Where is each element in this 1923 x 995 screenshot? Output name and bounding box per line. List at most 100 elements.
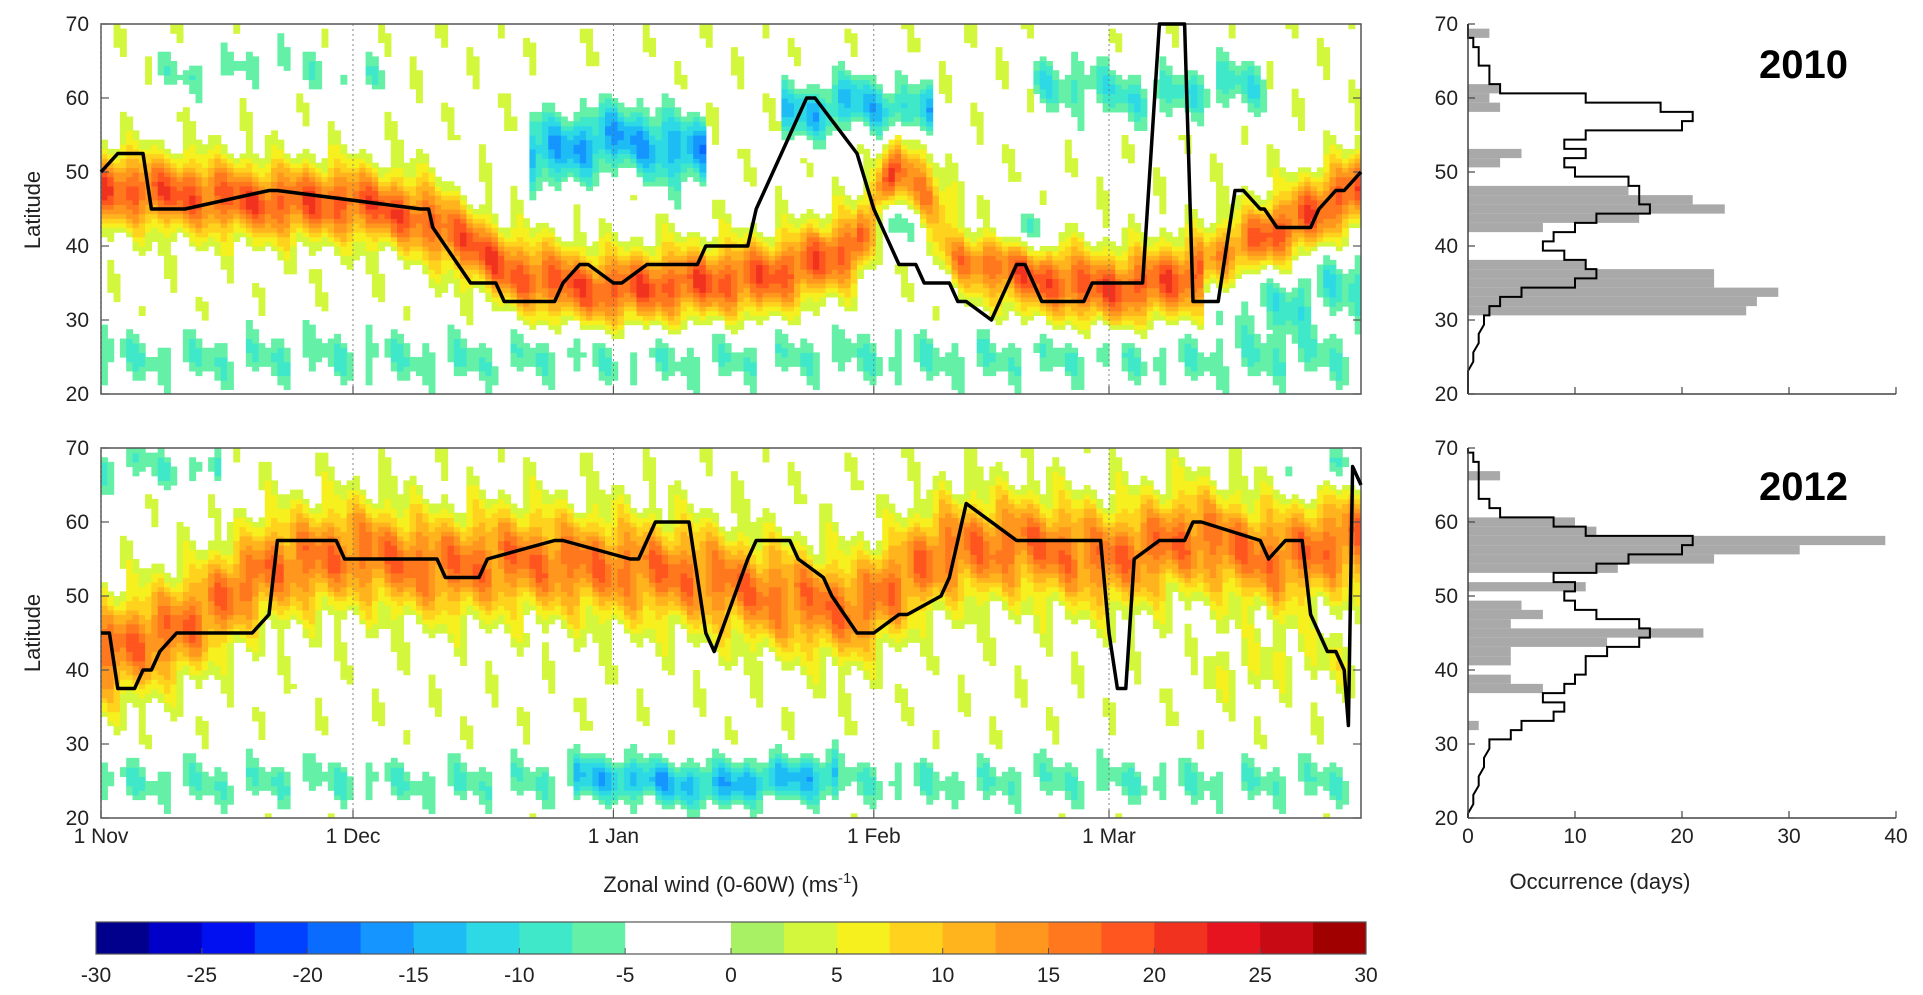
field-cell bbox=[132, 172, 140, 178]
field-cell bbox=[712, 111, 719, 118]
field-cell bbox=[674, 255, 682, 261]
field-cell bbox=[611, 111, 619, 118]
field-cell bbox=[794, 287, 801, 293]
field-cell bbox=[516, 278, 524, 284]
field-cell bbox=[668, 176, 675, 182]
field-cell bbox=[485, 292, 493, 298]
field-cell bbox=[340, 236, 348, 242]
field-cell bbox=[812, 370, 820, 377]
field-cell bbox=[271, 144, 278, 150]
field-cell bbox=[712, 264, 719, 270]
field-cell bbox=[642, 259, 650, 266]
field-cell bbox=[145, 144, 152, 150]
field-cell bbox=[434, 255, 442, 261]
field-cell bbox=[693, 380, 701, 386]
field-cell bbox=[119, 47, 127, 53]
field-cell bbox=[428, 384, 436, 390]
field-cell bbox=[334, 144, 341, 150]
field-cell bbox=[315, 84, 323, 90]
field-cell bbox=[598, 287, 606, 293]
field-cell bbox=[441, 213, 449, 219]
field-cell bbox=[812, 107, 820, 113]
field-cell bbox=[617, 158, 625, 164]
field-cell bbox=[756, 241, 764, 247]
field-cell bbox=[321, 162, 329, 168]
field-cell bbox=[794, 102, 801, 108]
field-cell bbox=[208, 218, 215, 224]
field-cell bbox=[617, 287, 625, 293]
field-cell bbox=[107, 162, 115, 168]
field-cell bbox=[208, 144, 215, 150]
field-cell bbox=[277, 241, 285, 247]
field-cell bbox=[875, 227, 883, 233]
field-cell bbox=[277, 185, 285, 192]
field-cell bbox=[756, 287, 764, 293]
field-cell bbox=[649, 116, 656, 122]
field-cell bbox=[699, 278, 707, 284]
field-cell bbox=[176, 222, 184, 229]
field-cell bbox=[201, 241, 209, 247]
field-cell bbox=[497, 296, 505, 303]
field-cell bbox=[308, 347, 316, 353]
field-cell bbox=[195, 176, 203, 182]
field-cell bbox=[327, 125, 335, 131]
field-cell bbox=[756, 301, 764, 307]
field-cell bbox=[460, 343, 467, 349]
field-cell bbox=[245, 347, 253, 353]
field-cell bbox=[926, 190, 934, 196]
field-cell bbox=[346, 195, 354, 201]
field-cell bbox=[447, 218, 455, 224]
field-cell bbox=[863, 246, 871, 252]
field-cell bbox=[113, 148, 121, 155]
field-cell bbox=[623, 315, 631, 321]
field-cell bbox=[598, 93, 606, 99]
field-cell bbox=[863, 222, 871, 229]
field-cell bbox=[743, 361, 751, 367]
field-cell bbox=[510, 232, 518, 238]
field-cell bbox=[157, 352, 165, 358]
field-cell bbox=[428, 172, 436, 178]
field-cell bbox=[838, 61, 845, 67]
field-cell bbox=[416, 74, 423, 81]
field-cell bbox=[233, 158, 241, 164]
field-cell bbox=[529, 227, 537, 233]
field-cell bbox=[655, 236, 663, 242]
field-cell bbox=[277, 204, 285, 210]
field-cell bbox=[321, 209, 329, 215]
field-cell bbox=[857, 209, 864, 215]
field-cell bbox=[907, 121, 915, 127]
field-cell bbox=[850, 246, 858, 252]
field-cell bbox=[422, 218, 430, 224]
field-cell bbox=[542, 310, 549, 316]
field-cell bbox=[485, 278, 493, 284]
field-cell bbox=[529, 241, 537, 247]
field-cell bbox=[233, 218, 241, 224]
field-cell bbox=[227, 199, 234, 205]
field-cell bbox=[781, 135, 789, 141]
field-cell bbox=[132, 236, 140, 242]
field-cell bbox=[668, 259, 675, 266]
field-cell bbox=[586, 51, 593, 57]
field-cell bbox=[132, 139, 140, 145]
field-cell bbox=[397, 366, 404, 372]
field-cell bbox=[441, 236, 449, 242]
field-cell bbox=[875, 107, 883, 113]
field-cell bbox=[308, 181, 316, 187]
field-cell bbox=[365, 347, 373, 353]
field-cell bbox=[806, 380, 814, 386]
field-cell bbox=[227, 176, 234, 182]
field-cell bbox=[920, 111, 927, 118]
field-cell bbox=[901, 172, 908, 178]
field-cell bbox=[812, 130, 820, 136]
field-cell bbox=[308, 56, 316, 62]
field-cell bbox=[693, 315, 701, 321]
field-cell bbox=[170, 283, 178, 289]
field-cell bbox=[718, 352, 726, 358]
field-cell bbox=[113, 28, 121, 34]
field-cell bbox=[819, 111, 827, 118]
field-cell bbox=[592, 241, 600, 247]
field-cell bbox=[390, 162, 398, 168]
field-cell bbox=[869, 130, 877, 136]
field-cell bbox=[271, 181, 278, 187]
field-cell bbox=[340, 190, 348, 196]
